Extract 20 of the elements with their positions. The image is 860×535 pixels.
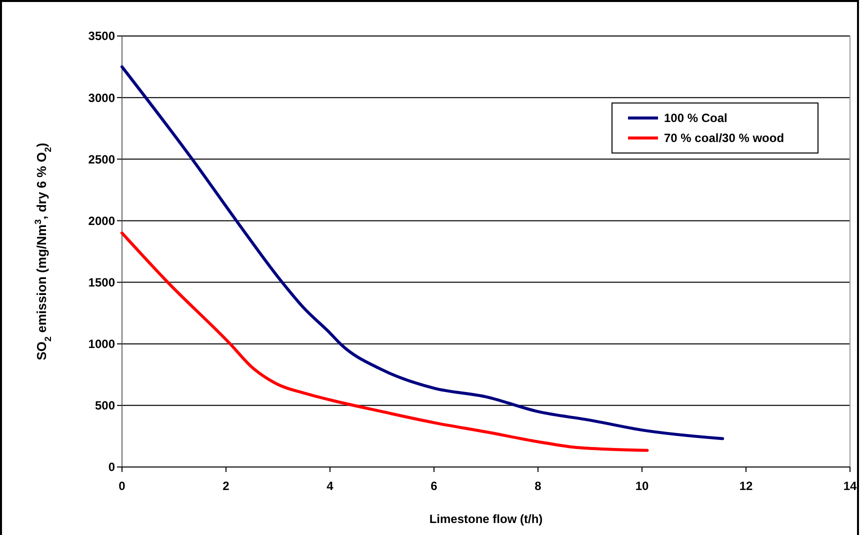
- y-tick-label: 3000: [88, 90, 116, 105]
- x-tick-label: 0: [118, 479, 126, 493]
- x-tick-label: 10: [635, 479, 649, 493]
- y-tick-label: 3500: [88, 29, 116, 44]
- y-tick-label: 1000: [88, 337, 116, 352]
- x-tick-label: 12: [739, 479, 753, 493]
- x-tick-label: 4: [326, 479, 334, 493]
- y-tick-label: 500: [94, 398, 116, 413]
- line-series: [120, 232, 649, 452]
- x-tick-label: 14: [843, 479, 857, 493]
- y-tick-label: 0: [108, 460, 116, 474]
- x-tick-label: 8: [534, 479, 542, 493]
- y-tick-label: 2000: [88, 214, 116, 228]
- x-tick-label: 2: [222, 479, 230, 493]
- y-tick-label: 1500: [88, 275, 116, 290]
- legend-label: 100 % Coal: [664, 111, 728, 126]
- y-tick-label: 2500: [88, 152, 116, 166]
- legend-label: 70 % coal/30 % wood: [664, 131, 784, 146]
- x-axis-title: Limestone flow (t/h): [429, 512, 543, 526]
- x-tick-label: 6: [430, 479, 438, 493]
